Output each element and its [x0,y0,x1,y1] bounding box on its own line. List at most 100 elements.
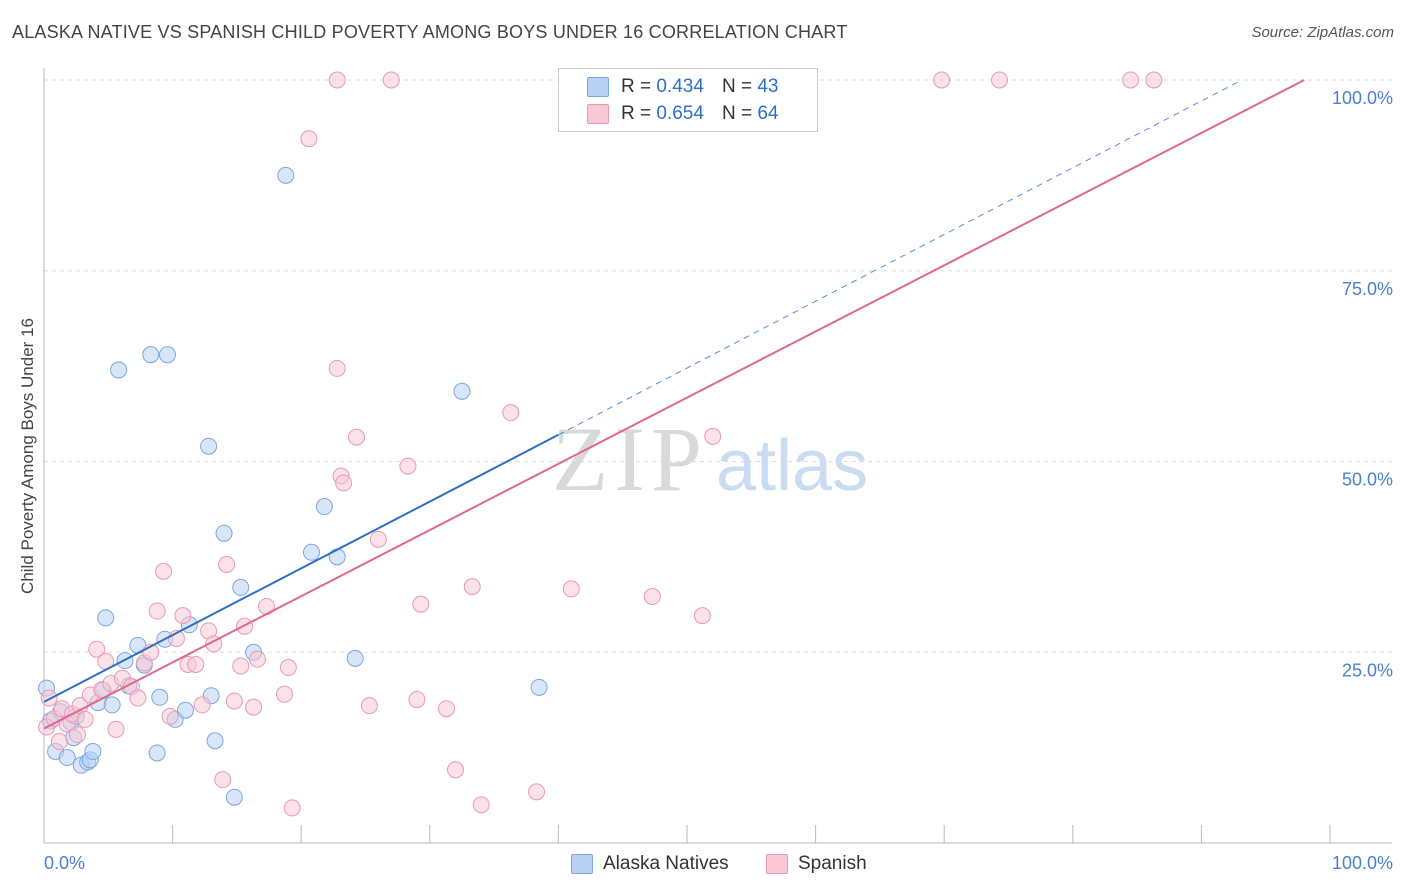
legend-n-label: N = [721,76,753,97]
point-alaska-natives [148,744,166,762]
point-spanish [155,562,173,580]
point-spanish [148,602,166,620]
point-spanish [463,578,481,596]
point-spanish [447,761,465,779]
point-alaska-natives [346,649,364,667]
x-tick-label: 0.0% [44,853,85,873]
point-spanish [643,588,661,606]
point-spanish [933,71,951,89]
point-spanish [300,130,318,148]
y-tick-label: 75.0% [1342,279,1393,299]
point-spanish [399,457,417,475]
legend-swatch-spanish [587,104,609,124]
trend-lines [43,79,1305,730]
legend-n-label: N = [721,103,753,124]
legend-row-spanish: R = 0.654 N = 64 [587,102,778,126]
point-spanish [76,710,94,728]
legend-swatch-alaska [587,77,609,97]
point-spanish [412,595,430,613]
point-spanish [1145,71,1163,89]
x-tick-label: 100.0% [1332,853,1393,873]
legend-r-alaska: 0.434 [656,76,704,97]
point-spanish [245,698,263,716]
legend-n-spanish: 64 [757,103,779,124]
point-alaska-natives [151,688,169,706]
point-spanish [472,796,490,814]
point-alaska-natives [58,749,76,767]
y-axis-label: Child Poverty Among Boys Under 16 [18,318,37,594]
watermark-atlas: atlas [716,426,868,506]
point-spanish [408,691,426,709]
point-spanish [218,556,236,574]
point-spanish [187,655,205,673]
trend-line-alaska-natives-extension [558,79,1243,436]
point-spanish [438,700,456,718]
trend-line-alaska-natives [43,433,559,703]
point-alaska-natives [232,578,250,596]
point-spanish [990,71,1008,89]
point-alaska-natives [103,696,121,714]
point-alaska-natives [302,543,320,561]
watermark: ZIP atlas [552,408,868,510]
point-alaska-natives [84,742,102,760]
point-spanish [382,71,400,89]
source-label: Source: ZipAtlas.com [1251,24,1394,41]
legend-box: R = 0.434 N = 43 R = 0.654 N = 64 [558,68,818,132]
point-spanish [279,659,297,677]
grid-lines [44,79,1392,653]
point-spanish [369,530,387,548]
point-alaska-natives [225,788,243,806]
point-spanish [107,720,125,738]
point-spanish [174,607,192,625]
y-tick-label: 50.0% [1342,470,1393,490]
point-spanish [328,359,346,377]
point-spanish [161,707,179,725]
point-alaska-natives [176,701,194,719]
point-spanish [704,427,722,445]
legend-n-alaska: 43 [757,76,779,97]
point-alaska-natives [453,382,471,400]
point-alaska-natives [206,732,224,750]
point-spanish [1122,71,1140,89]
legend-r-label: R = [621,103,652,124]
point-alaska-natives [215,524,233,542]
chart-title: ALASKA NATIVE VS SPANISH CHILD POVERTY A… [12,22,848,42]
point-alaska-natives [200,437,218,455]
point-alaska-natives [277,166,295,184]
point-spanish [225,692,243,710]
point-spanish [68,726,86,744]
point-alaska-natives [315,498,333,516]
point-spanish [528,783,546,801]
y-tick-label: 25.0% [1342,660,1393,680]
point-spanish [347,428,365,446]
bottom-legend-swatch-spanish [766,854,788,874]
point-alaska-natives [328,548,346,566]
bottom-legend-swatch-alaska [571,854,593,874]
point-spanish [232,657,250,675]
bottom-legend-label-spanish: Spanish [798,853,867,874]
trend-line-spanish [43,79,1305,730]
point-spanish [328,71,346,89]
point-spanish [50,733,68,751]
point-alaska-natives [110,361,128,379]
point-spanish [335,474,353,492]
point-spanish [283,799,301,817]
axes [43,68,1392,844]
point-alaska-natives [158,346,176,364]
watermark-zip: ZIP [552,408,708,510]
legend-r-spanish: 0.654 [656,103,704,124]
point-spanish [502,404,520,422]
point-spanish [214,771,232,789]
legend-row-alaska: R = 0.434 N = 43 [587,75,778,99]
point-spanish [40,689,58,707]
point-spanish [693,607,711,625]
point-spanish [360,697,378,715]
point-alaska-natives [97,609,115,627]
tick-labels: 25.0% 50.0% 75.0% 100.0% 0.0% 100.0% [44,88,1393,873]
point-spanish [275,685,293,703]
bottom-legend-label-alaska: Alaska Natives [603,853,729,874]
point-spanish [193,696,211,714]
point-spanish [248,650,266,668]
point-alaska-natives [142,346,160,364]
